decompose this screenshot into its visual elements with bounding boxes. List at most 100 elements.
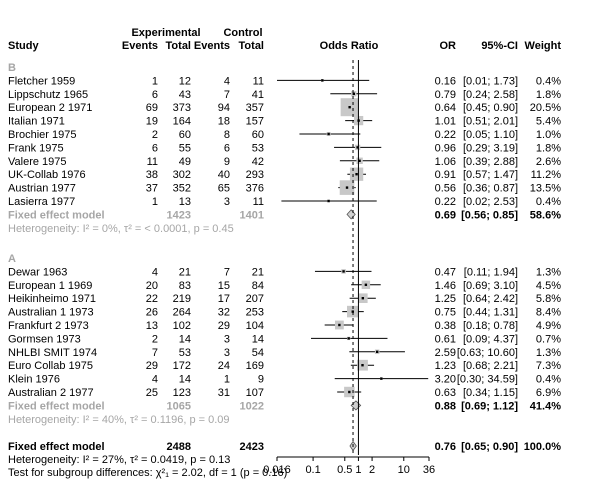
total-ctrl: 42 (252, 156, 264, 168)
point-estimate (348, 106, 351, 109)
total-exp: 83 (179, 280, 191, 292)
events-exp: 2 (152, 129, 158, 141)
subgroup-pooled-diamond (346, 209, 356, 220)
subgroup-pooled-total-exp: 1423 (167, 209, 191, 221)
point-estimate (364, 283, 368, 286)
events-exp: 29 (146, 360, 158, 372)
ci-value: [0.11; 1.94] (464, 266, 518, 278)
x-tick-label: 1 (355, 464, 361, 476)
events-ctrl: 94 (218, 102, 230, 114)
header-total-exp: Total (166, 40, 191, 52)
study-name: NHLBI SMIT 1974 (8, 347, 97, 359)
x-tick-label: 0.1 (305, 464, 320, 476)
ci-value: [0.68; 2.21] (463, 360, 518, 372)
weight-value: 1.3% (536, 347, 561, 359)
ci-value: [0.34; 1.15] (463, 387, 518, 399)
or-value: 0.75 (435, 307, 456, 319)
point-estimate (380, 377, 383, 380)
overall-pooled-label: Fixed effect model (8, 441, 105, 453)
study-name: European 1 1969 (8, 280, 92, 292)
or-value: 1.01 (435, 116, 456, 128)
total-ctrl: 84 (252, 280, 264, 292)
ci-value: [0.69; 3.10] (463, 280, 518, 292)
events-exp: 4 (152, 374, 158, 386)
study-name: Italian 1971 (8, 116, 65, 128)
total-ctrl: 253 (246, 307, 264, 319)
or-value: 0.38 (435, 320, 456, 332)
subgroup-pooled-or: 0.88 (435, 400, 456, 412)
weight-value: 1.3% (536, 266, 561, 278)
study-name: Austrian 1977 (8, 183, 76, 195)
header-events-exp: Events (122, 40, 158, 52)
weight-value: 11.2% (531, 169, 562, 181)
total-exp: 219 (173, 293, 191, 305)
point-estimate (338, 323, 341, 327)
weight-value: 0.7% (536, 333, 561, 345)
point-estimate (358, 159, 361, 162)
events-exp: 6 (152, 142, 158, 154)
total-exp: 14 (179, 333, 191, 345)
events-ctrl: 6 (224, 142, 230, 154)
total-ctrl: 53 (252, 142, 264, 154)
ci-value: [0.45; 0.90] (463, 102, 518, 114)
total-exp: 60 (179, 129, 191, 141)
total-ctrl: 14 (252, 333, 264, 345)
subgroup-pooled-ci: [0.69; 1.12] (461, 400, 518, 412)
events-ctrl: 9 (224, 156, 230, 168)
x-axis: 0.016 0.1 0.5 1 2 10 36 (263, 456, 435, 476)
point-estimate (361, 297, 365, 300)
events-ctrl: 1 (224, 374, 230, 386)
x-tick-label: 36 (423, 464, 435, 476)
total-exp: 172 (173, 360, 191, 372)
study-name: Valere 1975 (8, 156, 67, 168)
study-name: Fletcher 1959 (8, 75, 75, 87)
total-exp: 13 (179, 196, 191, 208)
study-name: Euro Collab 1975 (8, 360, 93, 372)
point-estimate (348, 390, 351, 394)
or-value: 1.06 (435, 156, 456, 168)
overall-pooled-weight: 100.0% (524, 441, 562, 453)
events-exp: 38 (146, 169, 158, 181)
total-ctrl: 293 (246, 169, 264, 181)
header-control: Control (223, 27, 262, 39)
study-name: Australian 2 1977 (8, 387, 94, 399)
study-name: Australian 1 1973 (8, 307, 94, 319)
events-ctrl: 8 (224, 129, 230, 141)
events-exp: 19 (146, 116, 158, 128)
events-exp: 1 (152, 75, 158, 87)
events-ctrl: 4 (224, 75, 230, 87)
subgroup-pooled-total-ctrl: 1401 (240, 209, 264, 221)
subgroup-label: A (8, 253, 16, 265)
study-name: European 2 1971 (8, 102, 92, 114)
total-exp: 55 (179, 142, 191, 154)
ci-value: [0.51; 2.01] (463, 116, 518, 128)
events-exp: 6 (152, 89, 158, 101)
events-ctrl: 7 (224, 266, 230, 278)
events-exp: 7 (152, 347, 158, 359)
events-ctrl: 3 (224, 347, 230, 359)
point-estimate (327, 199, 330, 203)
total-ctrl: 11 (253, 196, 264, 208)
point-estimate (345, 186, 349, 189)
ci-value: [0.09; 4.37] (463, 333, 518, 345)
or-value: 3.20 (435, 374, 456, 386)
events-exp: 22 (146, 293, 158, 305)
study-name: Klein 1976 (8, 374, 60, 386)
weight-value: 2.6% (536, 156, 561, 168)
ci-value: [0.30; 34.59] (457, 374, 518, 386)
study-name: Frank 1975 (8, 142, 64, 154)
or-value: 0.56 (435, 183, 456, 195)
total-ctrl: 9 (258, 374, 264, 386)
overall-pooled-ci: [0.65; 0.90] (461, 441, 518, 453)
weight-value: 0.4% (536, 196, 561, 208)
ci-value: [0.24; 2.58] (463, 89, 518, 101)
total-ctrl: 11 (253, 75, 264, 87)
subgroup-heterogeneity: Heterogeneity: I² = 40%, τ² = 0.1196, p … (8, 414, 230, 426)
or-value: 0.61 (435, 333, 456, 345)
header-total-ctrl: Total (239, 40, 264, 52)
plot-area (277, 60, 429, 455)
events-exp: 26 (146, 307, 158, 319)
footer: Heterogeneity: I² = 27%, τ² = 0.0419, p … (8, 454, 287, 479)
study-name: UK-Collab 1976 (8, 169, 86, 181)
